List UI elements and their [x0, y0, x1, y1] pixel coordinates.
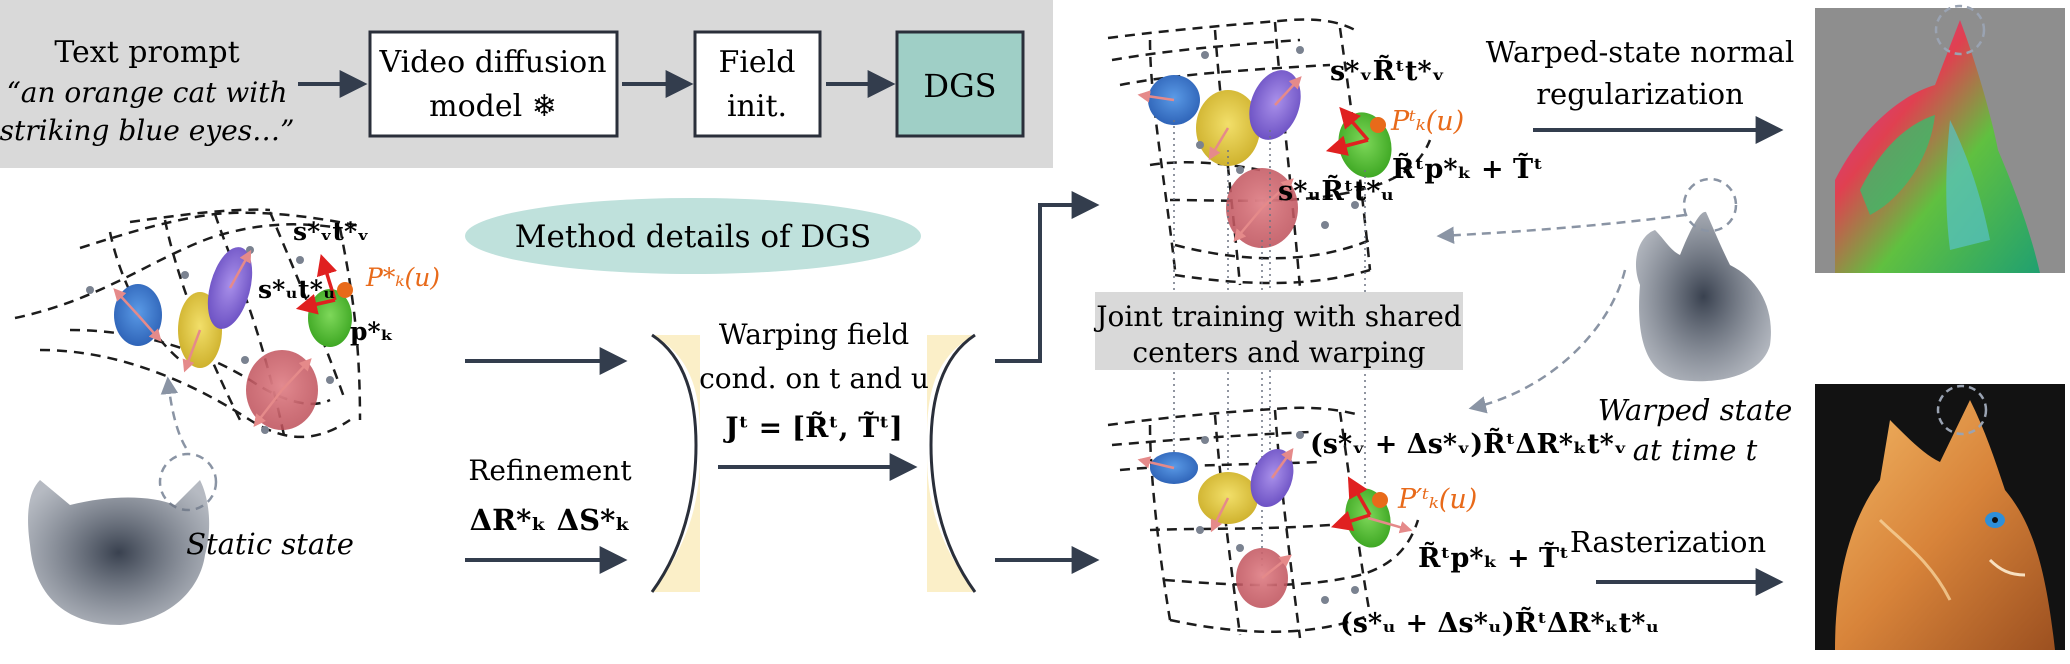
joint-training-line-2: centers and warping	[1132, 336, 1425, 369]
joint-training-line-1: Joint training with shared	[1093, 300, 1462, 333]
refinement-line-1: Refinement	[468, 454, 632, 487]
dgs-box	[895, 30, 1025, 138]
warp-line-2: cond. on t and u	[699, 362, 929, 395]
label-sv-delta: (s*ᵥ + Δs*ᵥ)R̃ᵗΔR*ₖt*ᵥ	[1310, 427, 1627, 460]
normal-reg-line-1: Warped-state normal	[1486, 35, 1794, 69]
dgs-label: DGS	[923, 67, 996, 105]
prompt-line-2: striking blue eyes…”	[0, 114, 294, 147]
arrow-static-to-surface	[160, 376, 188, 449]
label-pkt-u: Pᵗₖ(u)	[1390, 106, 1464, 137]
static-state-surface: s*ᵥt*ᵥ s*ᵤt*ᵤ P*ₖ(u) p*ₖ	[14, 208, 440, 441]
gaussian-green	[1338, 112, 1392, 178]
arrow-warped-to-upper	[1436, 213, 1686, 245]
warping-field	[650, 333, 977, 593]
field-init-line-2: init.	[727, 89, 787, 124]
label-pkt-prime: P′ᵗₖ(u)	[1397, 484, 1477, 515]
label-r-pk-t-lower: R̃ᵗp*ₖ + T̃ᵗ	[1418, 541, 1569, 574]
label-sv-r-tv: s*ᵥR̃ᵗt*ᵥ	[1330, 54, 1445, 87]
label-r-pk-t: R̃ᵗp*ₖ + T̃ᵗ	[1392, 152, 1543, 185]
field-init-box	[693, 30, 822, 138]
warped-ear-circle	[1682, 177, 1738, 233]
static-cat-pointcloud	[28, 480, 210, 625]
pipeline-panel: Text prompt “an orange cat with striking…	[0, 0, 1053, 168]
label-su-delta: (s*ᵤ + Δs*ᵤ)R̃ᵗΔR*ₖt*ᵤ	[1340, 606, 1659, 639]
warped-cat-pointcloud	[1635, 211, 1771, 382]
warp-line-3: Jᵗ = [R̃ᵗ, T̃ᵗ]	[722, 411, 902, 444]
lower-warped-surface: (s*ᵥ + Δs*ᵥ)R̃ᵗΔR*ₖt*ᵥ P′ᵗₖ(u) R̃ᵗp*ₖ + …	[1107, 406, 1659, 639]
arrow-warp-to-upper	[995, 191, 1100, 363]
normal-reg-line-2: regularization	[1536, 77, 1744, 111]
upper-warped-surface: s*ᵥR̃ᵗt*ᵥ Pᵗₖ(u) R̃ᵗp*ₖ + T̃ᵗ s*ᵤR̃ᵗt*ᵤ	[1107, 18, 1543, 289]
method-details-label: Method details of DGS	[465, 198, 921, 274]
prompt-title: Text prompt	[54, 35, 239, 70]
joint-training-label: Joint training with shared centers and w…	[1093, 292, 1463, 370]
normal-map-render	[1815, 4, 2065, 273]
method-details-text: Method details of DGS	[515, 219, 871, 255]
label-sutu: s*ᵤt*ᵤ	[258, 275, 336, 304]
warped-state-line-2: at time t	[1633, 433, 1758, 467]
video-diffusion-line-2: model ❄	[429, 89, 557, 124]
label-pk-u: P*ₖ(u)	[365, 263, 440, 292]
arrow-warped-to-lower	[1468, 269, 1627, 414]
label-svtv: s*ᵥt*ᵥ	[293, 217, 369, 246]
rendered-cat	[1815, 384, 2065, 650]
rasterization-label: Rasterization	[1570, 525, 1766, 559]
warp-line-1: Warping field	[719, 318, 909, 351]
warped-state-line-1: Warped state	[1598, 393, 1793, 427]
prompt-line-1: “an orange cat with	[6, 76, 287, 109]
field-init-line-1: Field	[719, 45, 796, 80]
static-state-label: Static state	[186, 527, 354, 561]
video-diffusion-box	[368, 30, 619, 138]
label-su-r-tu: s*ᵤR̃ᵗt*ᵤ	[1278, 174, 1394, 207]
refinement-line-2: ΔR*ₖ ΔS*ₖ	[470, 503, 631, 537]
label-pk: p*ₖ	[350, 317, 394, 346]
video-diffusion-line-1: Video diffusion	[378, 45, 606, 80]
